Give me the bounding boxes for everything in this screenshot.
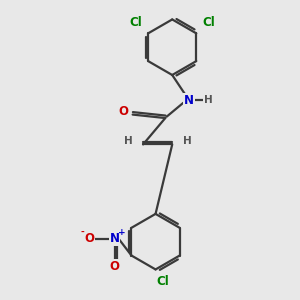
Text: H: H <box>124 136 133 146</box>
Text: O: O <box>85 232 94 245</box>
Text: H: H <box>183 136 192 146</box>
Text: O: O <box>118 105 128 118</box>
Text: +: + <box>118 228 126 237</box>
Text: O: O <box>110 260 120 273</box>
Text: -: - <box>80 228 84 237</box>
Text: H: H <box>204 95 213 105</box>
Text: Cl: Cl <box>202 16 215 29</box>
Text: N: N <box>184 94 194 106</box>
Text: Cl: Cl <box>156 275 169 288</box>
Text: Cl: Cl <box>129 16 142 29</box>
Text: N: N <box>110 232 120 245</box>
